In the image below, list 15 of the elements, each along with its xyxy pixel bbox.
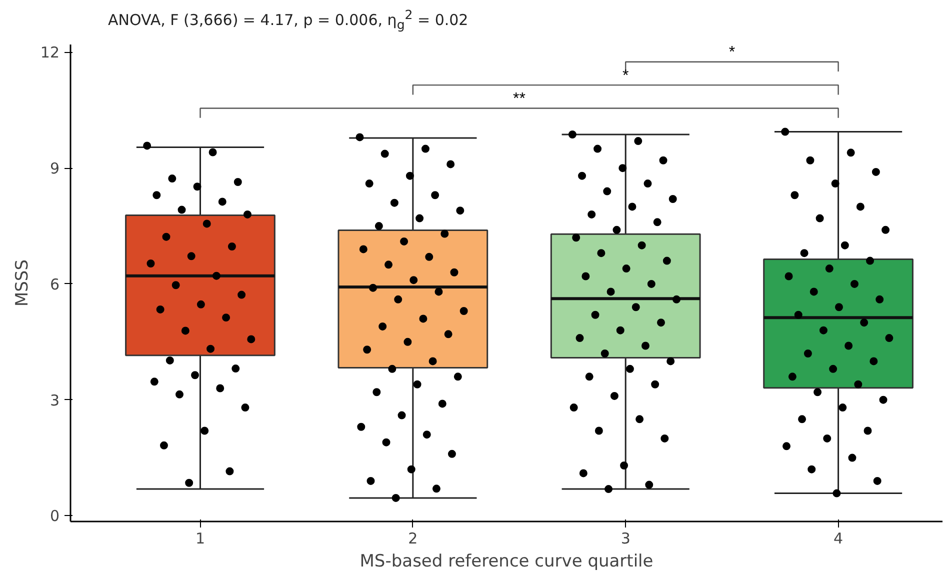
annotation: * [622, 67, 629, 84]
x-tick-label: 1 [195, 530, 206, 548]
y-tick-label: 12 [40, 44, 60, 62]
annotation: ** [513, 90, 526, 108]
y-tick-label: 9 [50, 160, 60, 178]
annotation: * [728, 44, 736, 62]
y-tick-label: 6 [50, 275, 60, 294]
chart-title: ANOVA, F (3,666) = 4.17, p = 0.006, η$_{g}$$^{2}$ = 0.02 [108, 6, 468, 34]
x-axis-title: MS-based reference curve quartile [360, 552, 654, 572]
y-tick-label: 3 [50, 391, 60, 410]
x-tick-label: 2 [408, 530, 418, 548]
x-tick-label: 4 [834, 530, 844, 548]
y-tick-label: 0 [50, 507, 60, 526]
x-tick-label: 3 [620, 530, 630, 548]
y-axis-title: MSSS [12, 259, 32, 307]
